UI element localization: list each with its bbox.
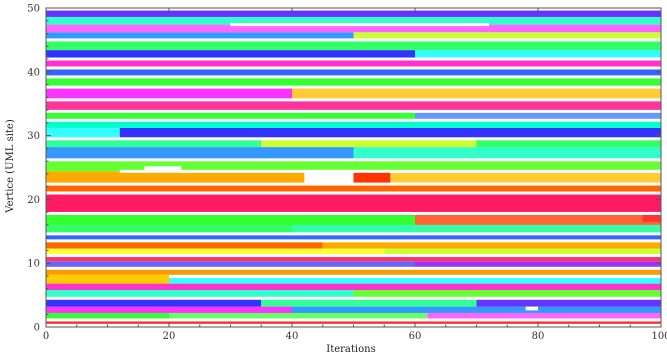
heat-band-26-0 <box>46 76 661 88</box>
heat-band-10-0 <box>46 248 385 256</box>
heat-band-27-0 <box>46 67 661 77</box>
heat-band-23-0 <box>46 111 415 121</box>
heat-band-25-0 <box>46 87 292 100</box>
heat-band-16-0 <box>46 184 661 194</box>
heat-patch-1 <box>642 213 661 222</box>
heat-band-20-2 <box>476 138 661 148</box>
heat-band-21-1 <box>119 127 662 139</box>
heat-band-28-0 <box>46 59 661 68</box>
gap-line-16 <box>46 85 661 89</box>
heat-band-29-1 <box>415 50 661 60</box>
plot-area <box>46 8 662 327</box>
heat-band-17-2 <box>390 171 661 185</box>
gap-line-21 <box>230 23 489 27</box>
y-tick-label-10: 10 <box>27 259 40 270</box>
heat-band-31-0 <box>46 32 354 42</box>
heat-band-29-0 <box>46 50 415 60</box>
gap-line-20 <box>46 38 661 42</box>
gap-line-19 <box>46 57 661 61</box>
gap-line-5 <box>46 239 661 243</box>
heat-band-22-0 <box>46 120 661 128</box>
y-tick-label-20: 20 <box>27 195 40 206</box>
x-tick-label-20: 20 <box>163 331 176 342</box>
heat-band-13-1 <box>292 224 661 234</box>
heat-patch-2 <box>144 166 182 172</box>
heat-band-30-0 <box>46 41 661 51</box>
gap-line-10 <box>119 169 662 173</box>
gap-line-1 <box>46 296 661 300</box>
heat-band-34-0 <box>46 10 661 17</box>
heat-band-13-0 <box>46 224 292 234</box>
heat-band-4-0 <box>46 289 354 299</box>
heat-band-8-0 <box>46 261 415 269</box>
heat-band-0-0 <box>46 319 661 324</box>
gap-line-7 <box>46 211 661 215</box>
heat-band-4-1 <box>353 289 661 299</box>
axes: 0 20 40 60 80 100 0 10 20 30 40 50 <box>27 4 667 343</box>
gap-line-2 <box>169 275 661 279</box>
heat-band-20-0 <box>46 138 262 148</box>
heat-band-2-1 <box>292 306 661 313</box>
heat-band-6-1 <box>169 274 661 284</box>
gap-line-6 <box>46 232 661 236</box>
heat-band-11-1 <box>322 240 661 249</box>
heat-band-12-0 <box>46 233 661 241</box>
x-tick-label-40: 40 <box>286 331 299 342</box>
heat-band-15-0 <box>46 193 661 214</box>
heat-band-21-0 <box>46 127 120 139</box>
heat-band-19-1 <box>353 147 661 160</box>
heat-band-11-0 <box>46 240 323 249</box>
heat-band-24-0 <box>46 99 661 112</box>
heat-band-3-1 <box>261 298 477 307</box>
gap-line-0 <box>46 318 661 322</box>
heat-band-5-0 <box>46 283 661 290</box>
heat-band-6-0 <box>46 274 169 284</box>
heat-band-31-1 <box>353 32 661 42</box>
y-tick-label-50: 50 <box>27 4 40 15</box>
heat-band-3-2 <box>476 298 661 307</box>
y-tick-label-30: 30 <box>27 131 40 142</box>
heat-band-33-0 <box>46 16 661 25</box>
x-tick-label-60: 60 <box>409 331 422 342</box>
gap-line-14 <box>46 109 661 113</box>
heat-band-25-1 <box>292 87 661 100</box>
heat-band-20-1 <box>261 138 477 148</box>
x-tick-label-0: 0 <box>43 331 49 342</box>
heat-band-17-0 <box>46 171 305 185</box>
heat-band-1-2 <box>427 312 661 320</box>
heat-band-18-0 <box>46 159 661 172</box>
heat-band-14-1 <box>415 213 661 225</box>
x-tick-label-100: 100 <box>651 331 667 342</box>
heat-patch-0 <box>304 171 354 185</box>
x-tick-label-80: 80 <box>532 331 545 342</box>
heat-band-3-0 <box>46 298 262 307</box>
gap-line-3 <box>46 266 661 270</box>
heat-band-19-0 <box>46 147 354 160</box>
gap-line-18 <box>46 66 661 70</box>
heat-band-8-1 <box>415 261 661 269</box>
heat-band-23-1 <box>415 111 661 121</box>
gap-line-11 <box>46 158 661 162</box>
gap-line-15 <box>46 98 661 102</box>
gap-line-4 <box>46 254 661 258</box>
gap-line-12 <box>46 137 661 141</box>
heat-band-7-0 <box>46 268 661 275</box>
y-tick-label-0: 0 <box>34 323 40 334</box>
heat-band-1-1 <box>169 312 428 320</box>
heat-band-32-0 <box>46 24 661 33</box>
gap-line-9 <box>46 182 661 186</box>
heat-patch-3 <box>525 306 538 311</box>
heat-band-9-0 <box>46 255 661 262</box>
heat-band-2-0 <box>46 306 292 313</box>
gap-line-13 <box>46 118 661 122</box>
y-axis-label: Vertice (UML site) <box>5 119 16 214</box>
heat-band-1-0 <box>46 312 169 320</box>
gap-line-17 <box>46 75 661 79</box>
x-axis-label: Iterations <box>326 344 375 355</box>
gap-line-8 <box>46 191 661 195</box>
heat-band-10-1 <box>384 248 661 256</box>
y-tick-label-40: 40 <box>27 67 40 78</box>
heat-band-14-0 <box>46 213 415 225</box>
